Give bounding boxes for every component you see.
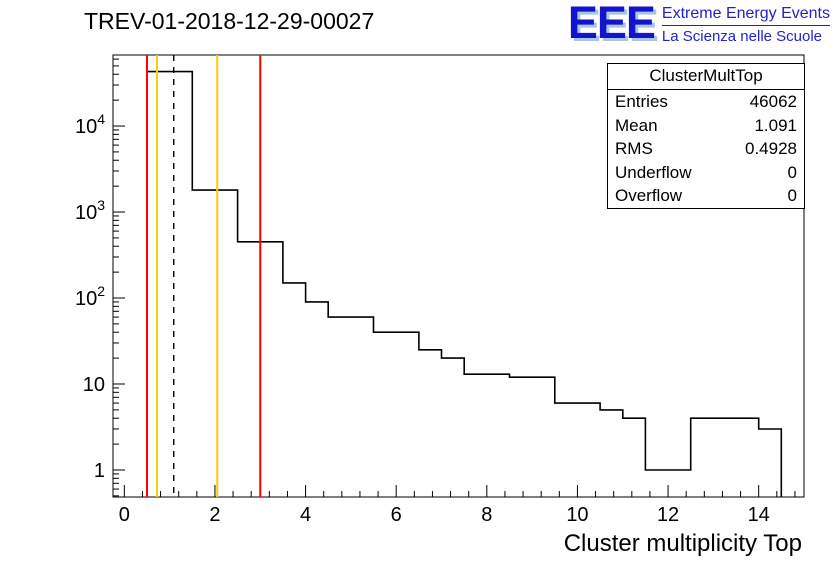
stats-row-mean: Mean 1.091 [608, 114, 804, 138]
stat-value: 46062 [749, 92, 797, 111]
plot-title: TREV-01-2018-12-29-00027 [84, 8, 375, 34]
histogram-line [146, 70, 783, 497]
x-axis-ticks [123, 485, 796, 497]
svg-text:6: 6 [391, 504, 402, 526]
eee-logo-line1: Extreme Energy Events [661, 5, 830, 26]
svg-text:10: 10 [83, 374, 105, 396]
svg-text:104: 104 [75, 111, 105, 138]
plot-frame [112, 54, 805, 498]
stat-value: 0 [787, 186, 797, 205]
stats-box: ClusterMultTop Entries 46062 Mean 1.091 … [607, 63, 805, 209]
stats-row-rms: RMS 0.4928 [608, 137, 804, 161]
svg-text:10: 10 [566, 504, 588, 526]
svg-text:1: 1 [94, 460, 105, 482]
stat-label: Mean [615, 115, 658, 135]
stat-label: Underflow [615, 162, 692, 182]
stat-label: Overflow [615, 186, 683, 205]
eee-logo-text: Extreme Energy Events La Scienza nelle S… [661, 5, 830, 45]
stats-box-title: ClusterMultTop [608, 64, 804, 90]
svg-text:12: 12 [657, 504, 679, 526]
svg-text:14: 14 [748, 504, 770, 526]
x-axis-labels: 0 2 4 6 8 10 12 14 [119, 504, 770, 526]
eee-logo: EEE Extreme Energy Events La Scienza nel… [567, 0, 830, 48]
x-axis-title: Cluster multiplicity Top [563, 530, 802, 557]
y-axis-ticks [113, 58, 125, 497]
stats-row-overflow: Overflow 0 [608, 184, 804, 208]
stat-value: 0.4928 [745, 139, 797, 158]
svg-text:103: 103 [75, 197, 105, 224]
eee-logo-initials: EEE [567, 0, 656, 48]
stat-value: 1.091 [754, 115, 797, 135]
stats-row-underflow: Underflow 0 [608, 161, 804, 185]
stat-label: Entries [615, 92, 668, 111]
svg-text:4: 4 [300, 504, 311, 526]
svg-text:2: 2 [209, 504, 220, 526]
stats-row-entries: Entries 46062 [608, 90, 804, 114]
eee-logo-line2: La Scienza nelle Scuole [661, 28, 823, 45]
stat-value: 0 [787, 162, 797, 182]
svg-text:0: 0 [119, 504, 130, 526]
stat-label: RMS [615, 139, 653, 158]
svg-text:102: 102 [75, 283, 105, 310]
svg-text:8: 8 [481, 504, 492, 526]
y-axis-labels: 1 10 102 103 104 [75, 111, 105, 482]
